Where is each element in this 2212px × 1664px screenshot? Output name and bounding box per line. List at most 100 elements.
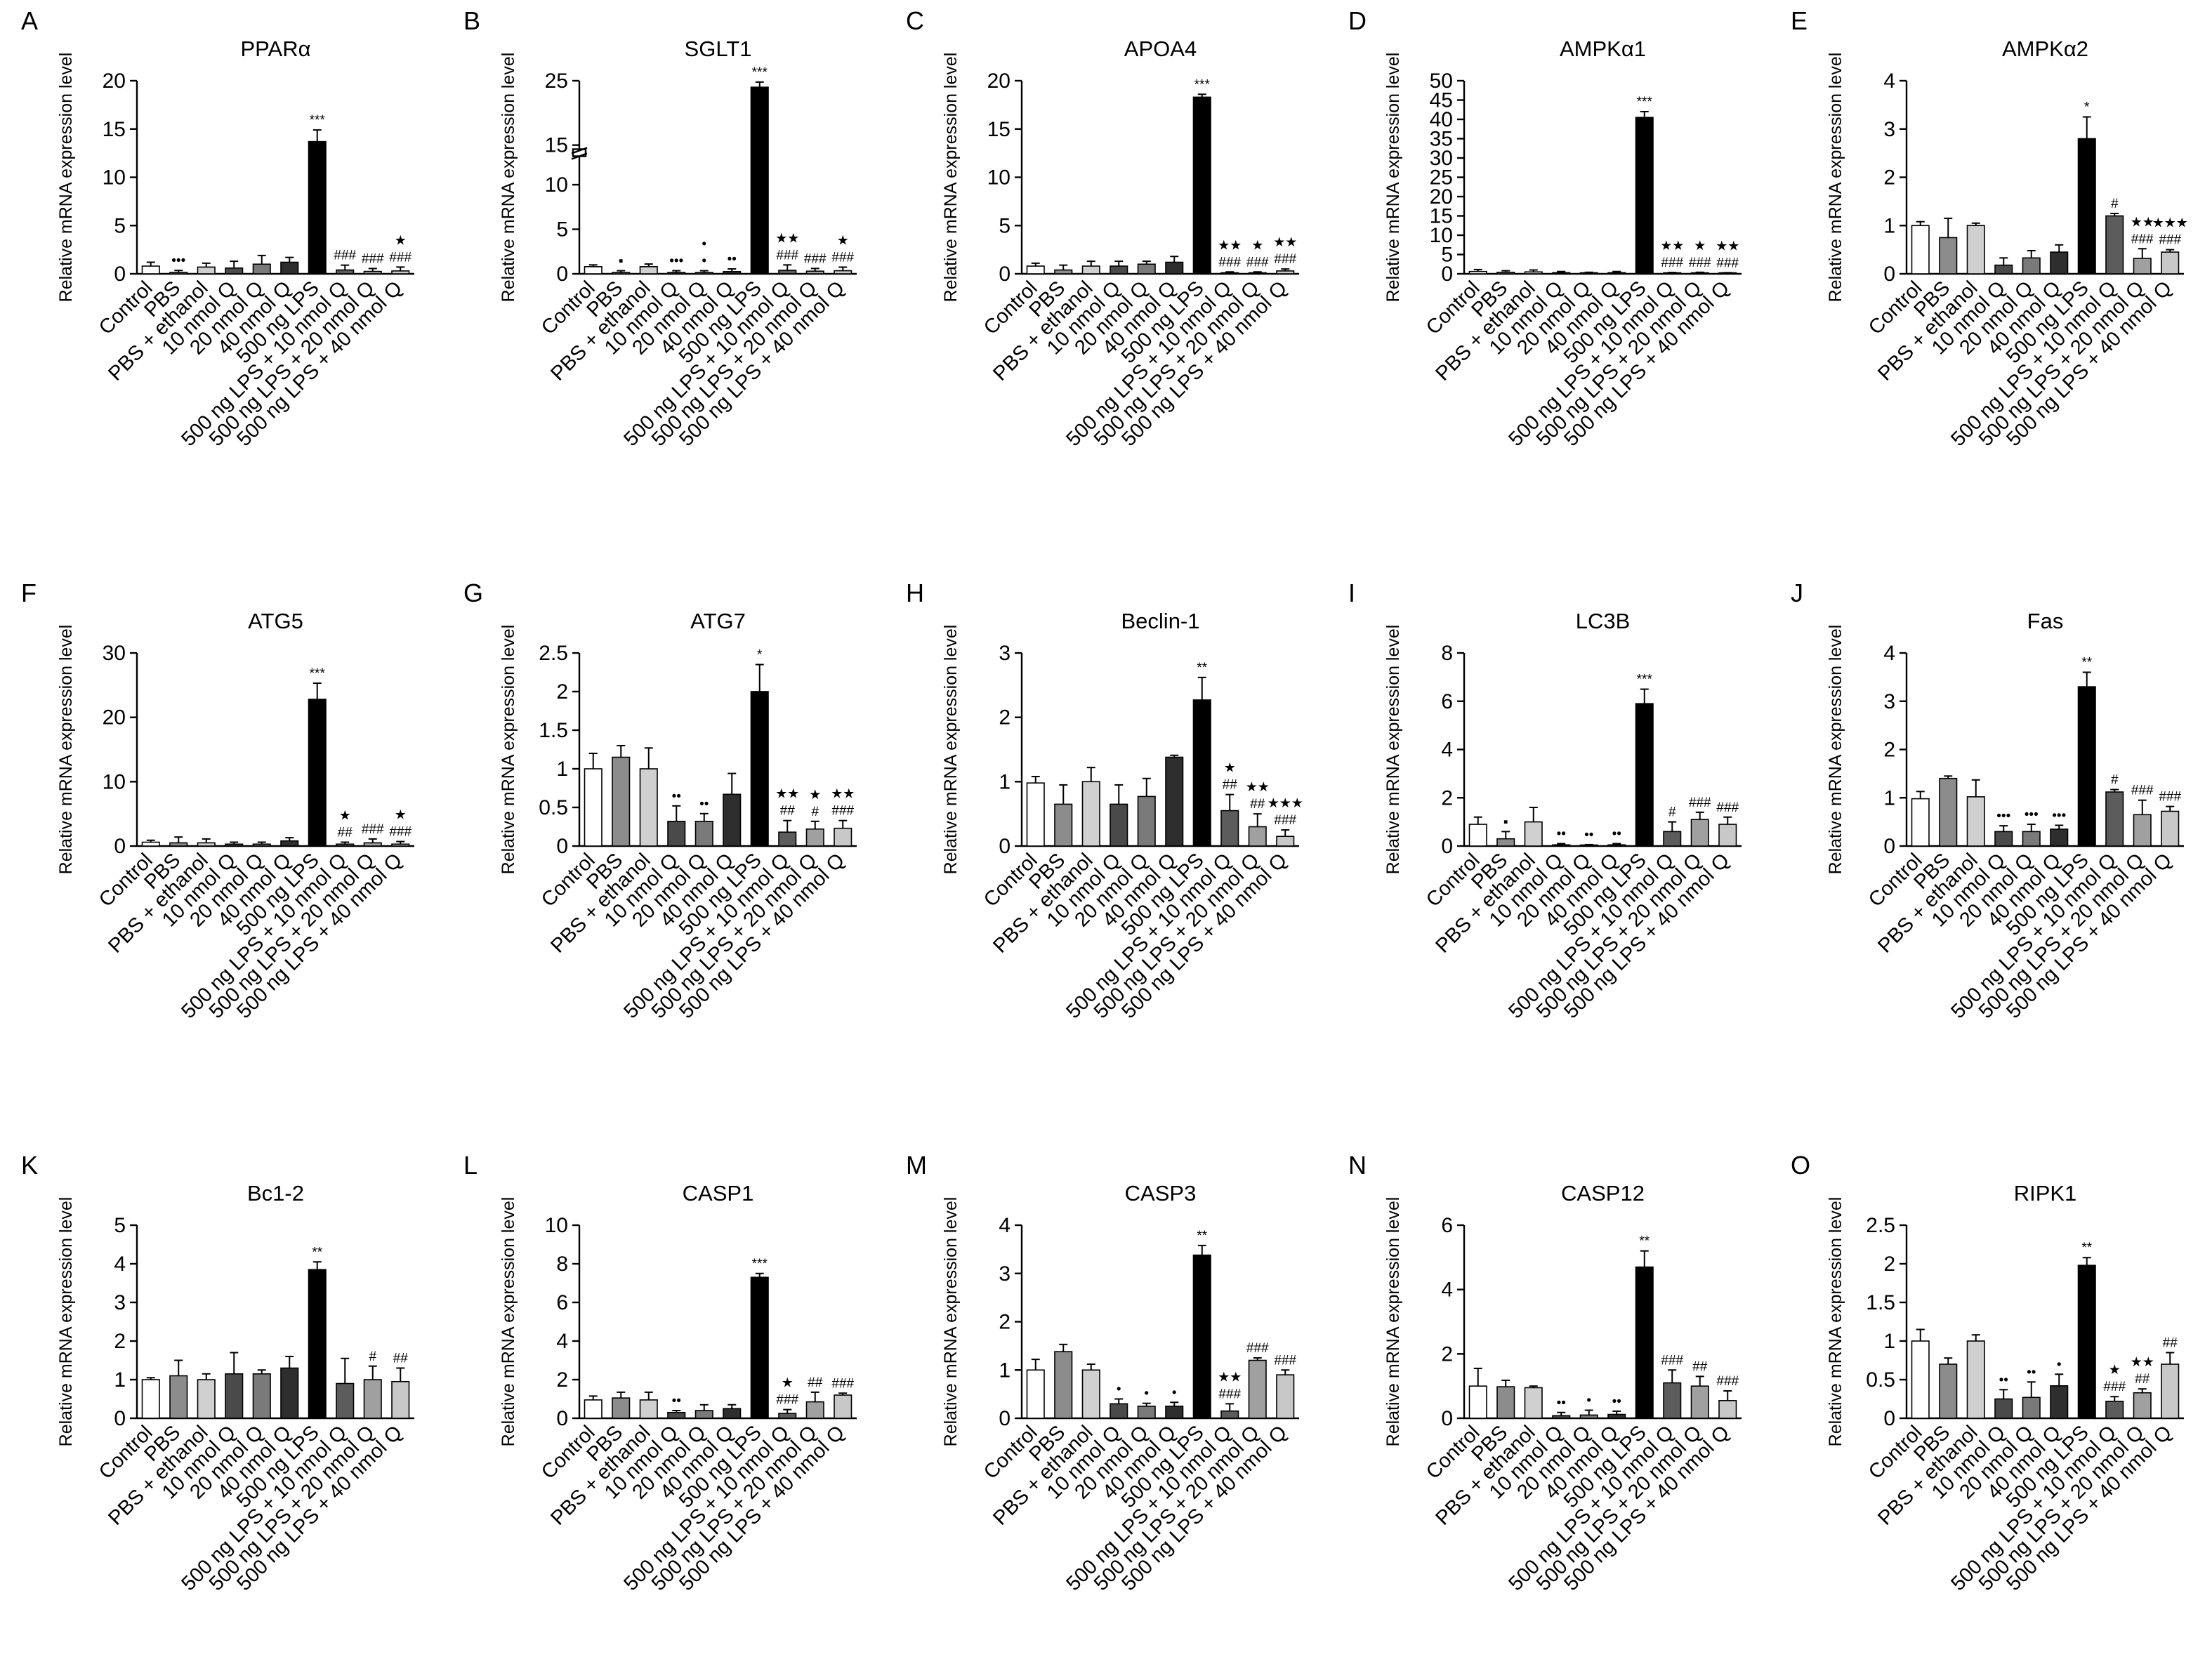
significance-mark: • <box>1117 1382 1121 1397</box>
significance-mark: ★★ <box>1218 238 1242 253</box>
y-tick-label: 50 <box>1430 70 1453 93</box>
chart-title: CASP1 <box>683 1181 754 1206</box>
significance-mark: ## <box>338 826 353 840</box>
significance-mark: * <box>757 648 763 663</box>
significance-mark: ### <box>2159 790 2181 805</box>
bar-3 <box>1966 1340 1985 1419</box>
y-tick-label: 1 <box>1883 786 1895 810</box>
bar-10 <box>834 270 852 275</box>
bar-9 <box>2133 814 2152 847</box>
chart-title: SGLT1 <box>685 37 752 61</box>
significance-mark: ** <box>2081 656 2092 671</box>
y-tick-label: 0 <box>556 835 568 858</box>
bar-1 <box>584 768 603 847</box>
y-tick-label: 15 <box>1430 205 1453 228</box>
y-tick-label: 0 <box>1883 835 1895 858</box>
bar-1 <box>1468 270 1487 275</box>
panel-letter: E <box>1791 6 1808 35</box>
bar-6 <box>1607 1413 1626 1419</box>
chart-title: Beclin-1 <box>1121 609 1200 633</box>
bar-6 <box>1165 1406 1184 1419</box>
y-tick-label: 3 <box>114 1291 126 1314</box>
significance-mark: ★ <box>1251 238 1263 253</box>
y-tick-label: 1 <box>556 758 568 781</box>
chart-title: CASP3 <box>1125 1181 1197 1206</box>
significance-mark: ▪ <box>619 254 624 269</box>
y-tick-label: 4 <box>556 1330 568 1353</box>
significance-mark: * <box>2084 100 2090 115</box>
bar-3 <box>639 266 658 275</box>
bar-3 <box>1524 1387 1543 1419</box>
y-tick-label: 20 <box>103 706 126 729</box>
significance-mark: # <box>811 805 819 819</box>
significance-mark: ### <box>1716 1374 1739 1389</box>
bar-8 <box>336 1382 355 1419</box>
y-axis-label: Relative mRNA expression level <box>56 53 76 303</box>
bar-4 <box>1110 803 1128 847</box>
y-tick-label: 10 <box>103 770 126 793</box>
significance-mark: ★ <box>339 809 351 824</box>
chart-title: Fas <box>2027 609 2064 633</box>
y-tick-label: 0 <box>1441 1407 1453 1430</box>
bar-9 <box>1248 272 1267 275</box>
bar-10 <box>2161 810 2180 847</box>
bar-9 <box>1690 819 1709 847</box>
significance-mark: ★★ <box>1218 1370 1242 1385</box>
y-tick-label: 2.5 <box>539 642 568 665</box>
bar-1 <box>1026 265 1045 275</box>
y-tick-label: 4 <box>1883 70 1895 93</box>
bar-1 <box>141 1379 160 1419</box>
significance-mark: • <box>1172 1385 1177 1400</box>
bar-3 <box>1966 225 1985 275</box>
significance-mark: •• <box>699 797 709 812</box>
bar-1 <box>584 1399 603 1419</box>
y-tick-label: 25 <box>1430 166 1453 190</box>
bar-8 <box>1220 810 1239 847</box>
bar-2 <box>612 756 631 847</box>
bar-1 <box>141 265 160 275</box>
bar-2 <box>1054 269 1073 275</box>
y-axis-label: Relative mRNA expression level <box>56 625 76 875</box>
bar-4 <box>667 821 686 847</box>
significance-mark: ★★★ <box>1268 796 1303 811</box>
bar-6 <box>1607 844 1626 847</box>
bar-10 <box>834 827 852 847</box>
significance-mark: ### <box>1274 813 1296 828</box>
significance-mark: •• <box>728 252 737 267</box>
y-tick-label: 0 <box>999 263 1010 286</box>
significance-mark: ### <box>804 251 827 266</box>
bar-4 <box>1994 264 2013 275</box>
y-tick-label: 0 <box>1441 835 1453 858</box>
y-axis-label: Relative mRNA expression level <box>941 53 961 303</box>
y-tick-label: 10 <box>545 1214 568 1237</box>
bar-8 <box>2105 215 2124 275</box>
y-tick-label: 2 <box>1883 166 1895 190</box>
significance-mark: ### <box>2103 1380 2126 1394</box>
bar-2 <box>169 1375 188 1419</box>
significance-mark: ## <box>2135 1372 2150 1387</box>
y-axis-label: Relative mRNA expression level <box>941 1197 961 1447</box>
y-tick-label: 0 <box>1883 263 1895 286</box>
significance-mark: ### <box>1246 255 1269 270</box>
bar-7 <box>1635 117 1654 275</box>
y-tick-label: 5 <box>999 214 1010 237</box>
significance-mark: ## <box>393 1352 409 1366</box>
bar-7 <box>2077 1264 2096 1419</box>
significance-mark: ### <box>831 250 854 265</box>
bar-7 <box>750 86 769 275</box>
bar-7 <box>2077 138 2096 275</box>
significance-mark: ### <box>1246 1341 1269 1356</box>
bar-3 <box>197 842 216 847</box>
y-tick-label: 45 <box>1430 89 1453 112</box>
significance-mark: ## <box>808 1375 823 1390</box>
significance-mark: ★★ <box>831 787 855 802</box>
significance-mark: ** <box>2081 1241 2092 1255</box>
significance-mark: • <box>702 254 706 269</box>
y-tick-label: 0 <box>1441 263 1453 286</box>
bar-1 <box>1468 824 1487 847</box>
y-tick-label: 8 <box>556 1253 568 1276</box>
bar-8 <box>336 269 355 275</box>
y-axis-label: Relative mRNA expression level <box>56 1197 76 1447</box>
chart-panel-i: I LC3B Relative mRNA expression level 0 2 4 6 8… <box>1348 579 1742 1023</box>
significance-mark: ### <box>362 251 384 266</box>
